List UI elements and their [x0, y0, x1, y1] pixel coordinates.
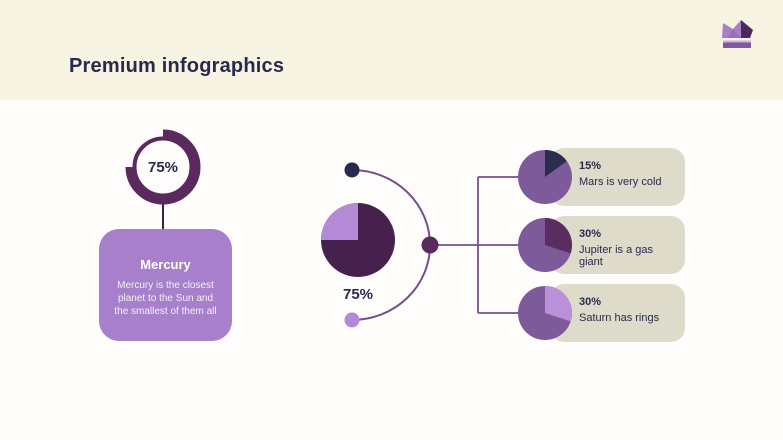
row-description: Jupiter is a gas giant [579, 244, 653, 268]
donut-arc-remainder [132, 136, 164, 168]
pie-wedge [545, 150, 567, 177]
card-description: Mercury is the closest planet to the Sun… [114, 280, 217, 318]
row-description: Saturn has rings [579, 312, 660, 324]
card-title: Mercury [140, 257, 191, 272]
mercury-card: Mercury Mercury is the closest planet to… [99, 229, 232, 341]
crown-icon [722, 20, 753, 48]
saturn-pie-chart [518, 286, 572, 340]
middle-node-dot [421, 236, 439, 254]
start-node-dot [344, 162, 360, 178]
row-description: Mars is very cold [579, 176, 662, 188]
info-row-jupiter: 30% Jupiter is a gas giant [550, 216, 685, 274]
page-title: Premium infographics [69, 55, 285, 77]
row-percent-label: 15% [579, 160, 602, 172]
row-percent-label: 30% [579, 296, 602, 308]
donut-arc-filled [125, 129, 201, 205]
donut-ring-svg [125, 129, 201, 205]
slide-header: Premium infographics [0, 0, 783, 100]
end-node-dot [344, 312, 360, 328]
middle-pie-remainder-slice [321, 203, 358, 240]
pie-wedge [545, 286, 572, 322]
middle-pie-chart [320, 202, 396, 278]
jupiter-pie-chart [518, 218, 572, 272]
middle-pie-svg [321, 203, 395, 277]
donut-chart: 75% [121, 125, 205, 209]
middle-pie-percent-label: 75% [342, 286, 374, 303]
mars-pie-chart [518, 150, 572, 204]
donut-percent-label: 75% [147, 158, 179, 176]
info-row-mars: 15% Mars is very cold [550, 148, 685, 206]
info-row-saturn: 30% Saturn has rings [550, 284, 685, 342]
row-percent-label: 30% [579, 228, 602, 240]
pie-wedge [545, 218, 572, 254]
